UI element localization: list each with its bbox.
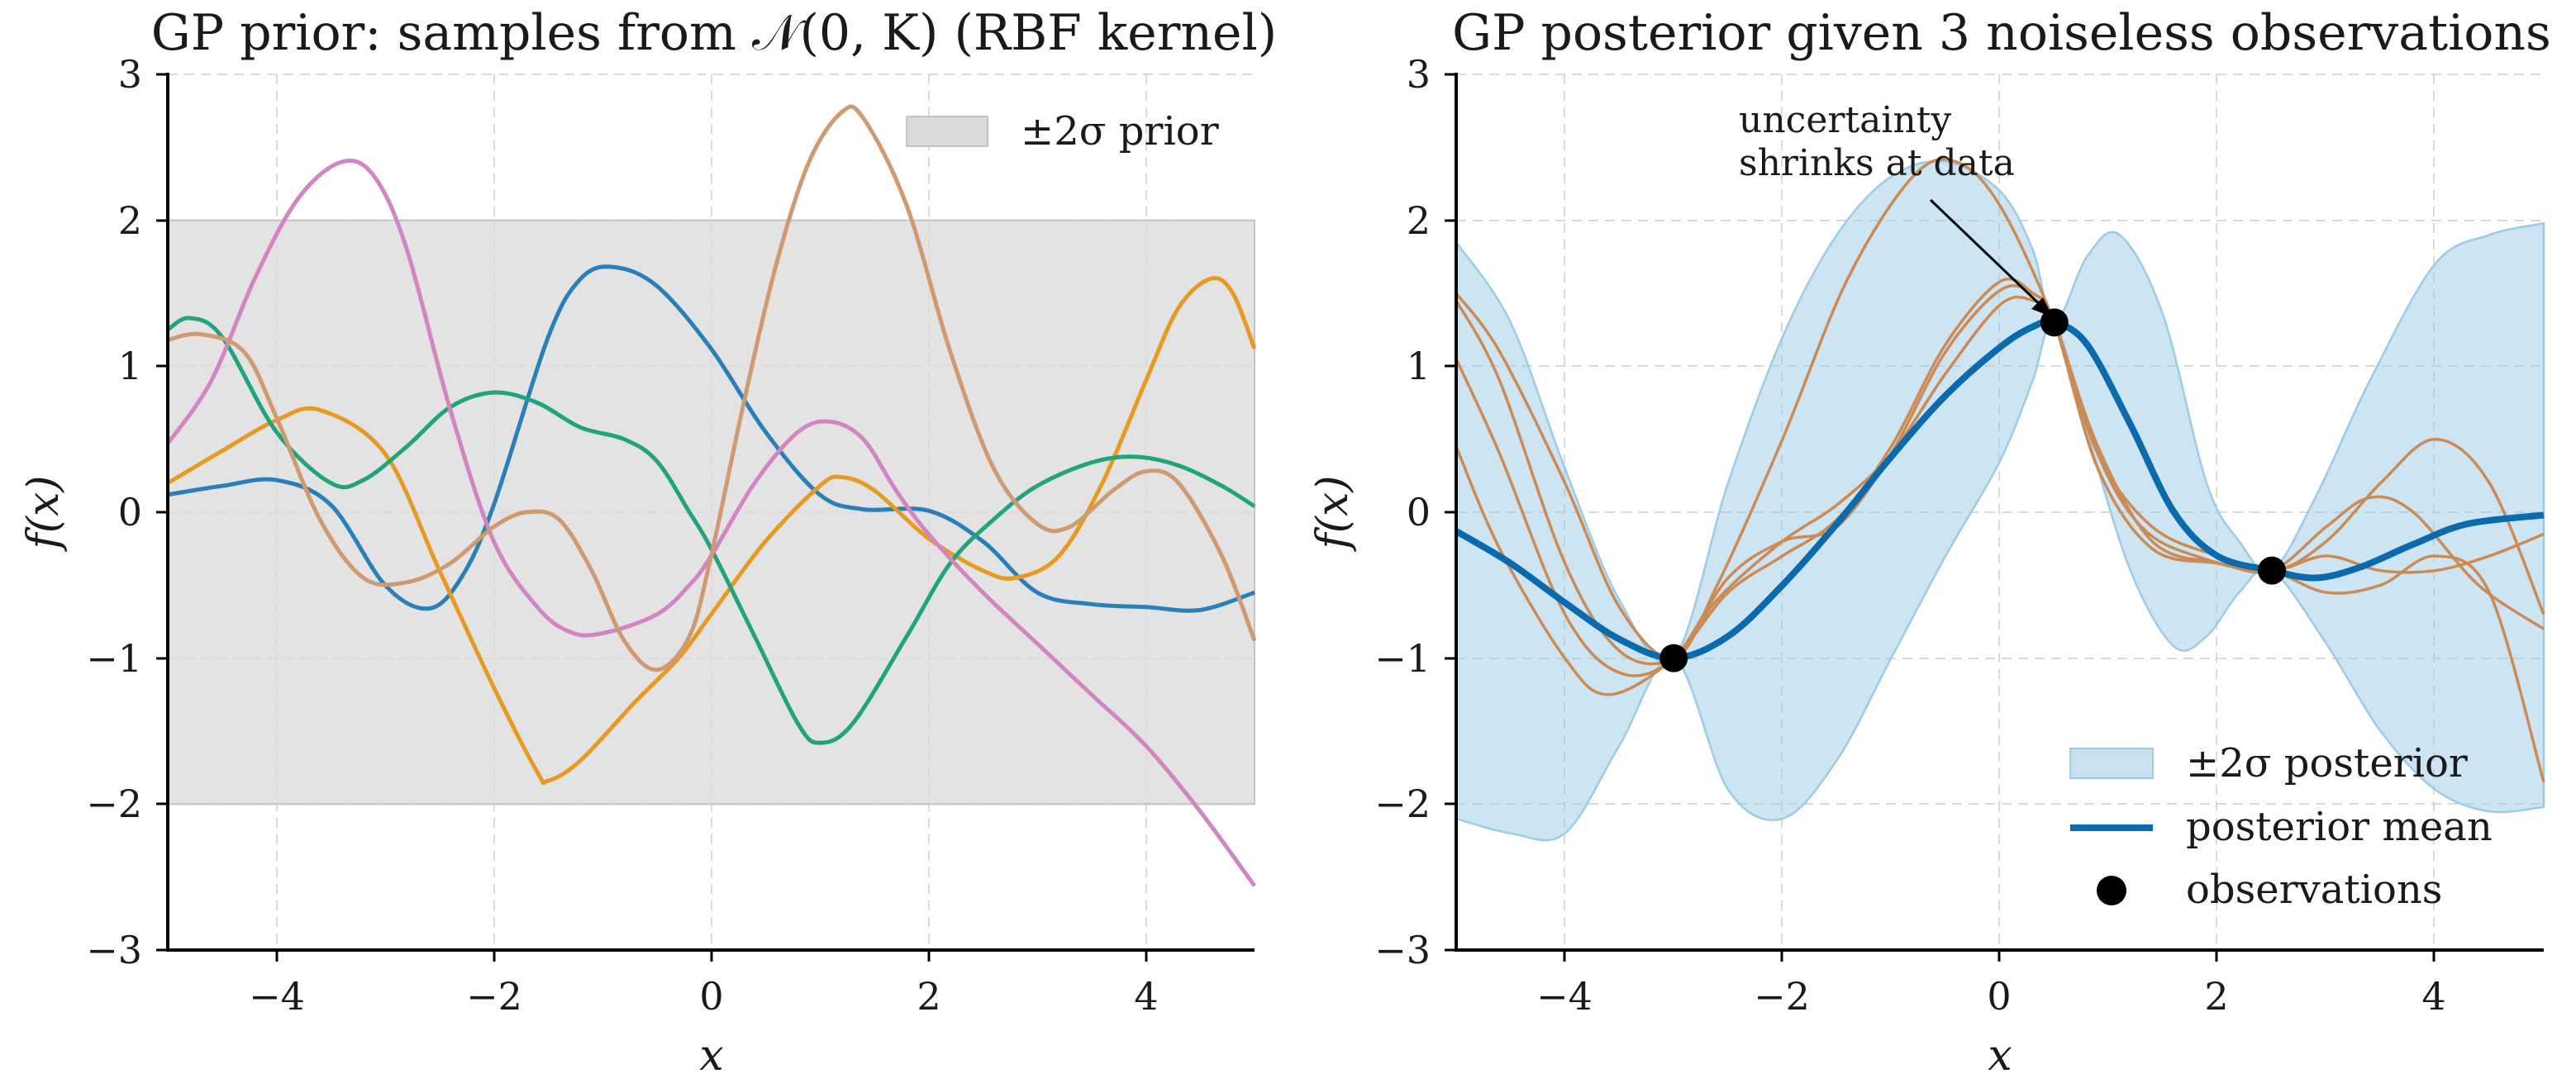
prior-xtick-label: 2 [917, 974, 940, 1019]
posterior-xtick-label: 0 [1987, 974, 2011, 1019]
prior-sample-line-1 [167, 264, 1255, 613]
prior-ytick-label: 0 [118, 490, 142, 534]
prior-xtick-label: 0 [699, 974, 723, 1019]
prior-ytick-label: 1 [118, 344, 142, 388]
prior-legend-band-label: ±2σ prior [1021, 108, 1219, 154]
observation-point-2 [2040, 308, 2069, 337]
prior-ytick-label: −1 [86, 636, 142, 681]
prior-legend-band-swatch [906, 116, 988, 147]
posterior-sample-line-4 [1455, 295, 2545, 666]
posterior-y-axis-label: f(x) [1308, 475, 1358, 552]
posterior-mean-line [1454, 317, 2545, 662]
legend-mean-label: posterior mean [2186, 804, 2493, 850]
uncertainty-annotation: uncertainty shrinks at data [1739, 99, 2053, 317]
prior-legend: ±2σ prior [906, 108, 1219, 154]
prior-sample-line-3 [166, 316, 1256, 745]
prior-sample-line-4 [165, 158, 1257, 887]
posterior-ytick-label: 2 [1407, 198, 1431, 243]
prior-y-axis-label: f(x) [19, 475, 69, 552]
annotation-line-2: shrinks at data [1739, 142, 2015, 184]
posterior-xtick-label: 4 [2421, 974, 2445, 1019]
prior-xtick-label: −4 [249, 974, 305, 1019]
posterior-x-ticks: −4 −2 0 2 4 [1536, 950, 2446, 1019]
prior-panel: GP prior: samples from 𝒩(0, K) (RBF kern… [19, 4, 1277, 1081]
posterior-sample-line-3 [1455, 277, 2545, 696]
posterior-ytick-label: 3 [1407, 52, 1431, 97]
posterior-panel: GP posterior given 3 noiseless observati… [1308, 4, 2551, 1081]
legend-band-label: ±2σ posterior [2186, 740, 2468, 786]
prior-x-ticks: −4 −2 0 2 4 [249, 950, 1159, 1019]
posterior-ytick-label: −3 [1374, 928, 1431, 972]
posterior-xtick-label: 2 [2204, 974, 2228, 1019]
posterior-sample-line-1 [1455, 158, 2545, 660]
posterior-band [1455, 160, 2545, 842]
prior-y-ticks: 3 2 1 0 −1 −2 −3 [86, 52, 168, 972]
posterior-title: GP posterior given 3 noiseless observati… [1452, 4, 2551, 62]
posterior-ytick-label: 0 [1407, 490, 1431, 534]
posterior-plot-area [1454, 158, 2545, 842]
prior-sample-line-5 [167, 104, 1257, 672]
prior-ytick-label: 2 [118, 198, 142, 243]
prior-x-axis-label: x [699, 1031, 723, 1081]
prior-xtick-label: 4 [1134, 974, 1158, 1019]
posterior-xtick-label: −2 [1754, 974, 1810, 1019]
legend-observation-swatch [2097, 876, 2126, 905]
posterior-ytick-label: −1 [1374, 636, 1431, 681]
observation-point-1 [1659, 644, 1688, 672]
prior-xtick-label: −2 [466, 974, 522, 1019]
prior-ytick-label: −2 [86, 782, 142, 826]
prior-ytick-label: −3 [86, 928, 142, 972]
posterior-legend: ±2σ posterior posterior mean observation… [2069, 740, 2493, 913]
posterior-y-ticks: 3 2 1 0 −1 −2 −3 [1374, 52, 1456, 972]
observation-point-3 [2258, 556, 2286, 585]
legend-observation-label: observations [2186, 867, 2442, 913]
prior-sample-line-2 [166, 276, 1257, 786]
prior-band [167, 219, 1255, 805]
legend-band-swatch [2069, 748, 2154, 779]
prior-plot-area [165, 104, 1257, 887]
prior-title: GP prior: samples from 𝒩(0, K) (RBF kern… [151, 4, 1277, 62]
prior-ytick-label: 3 [118, 52, 142, 97]
annotation-arrow-head [2031, 297, 2053, 317]
posterior-xtick-label: −4 [1536, 974, 1593, 1019]
posterior-ytick-label: 1 [1407, 344, 1431, 388]
posterior-ytick-label: −2 [1374, 782, 1431, 826]
posterior-sample-line-2 [1455, 283, 2545, 783]
annotation-line-1: uncertainty [1739, 99, 1951, 141]
posterior-x-axis-label: x [1988, 1031, 2012, 1081]
annotation-arrow-line [1929, 198, 2049, 313]
